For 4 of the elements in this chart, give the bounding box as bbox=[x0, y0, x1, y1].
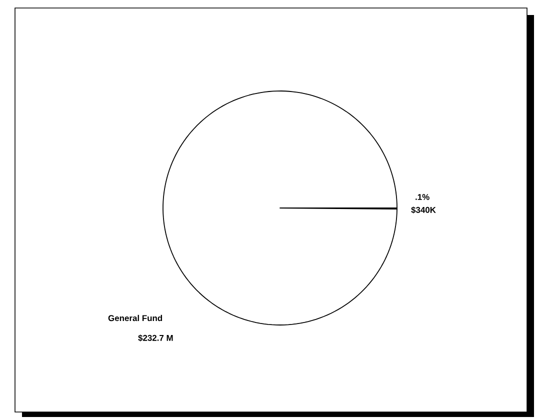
text: .1% bbox=[416, 194, 430, 200]
data-label: $340K bbox=[411, 206, 436, 214]
data-label: $232.7 M bbox=[138, 334, 173, 342]
slice-label: General Fund bbox=[108, 314, 162, 322]
